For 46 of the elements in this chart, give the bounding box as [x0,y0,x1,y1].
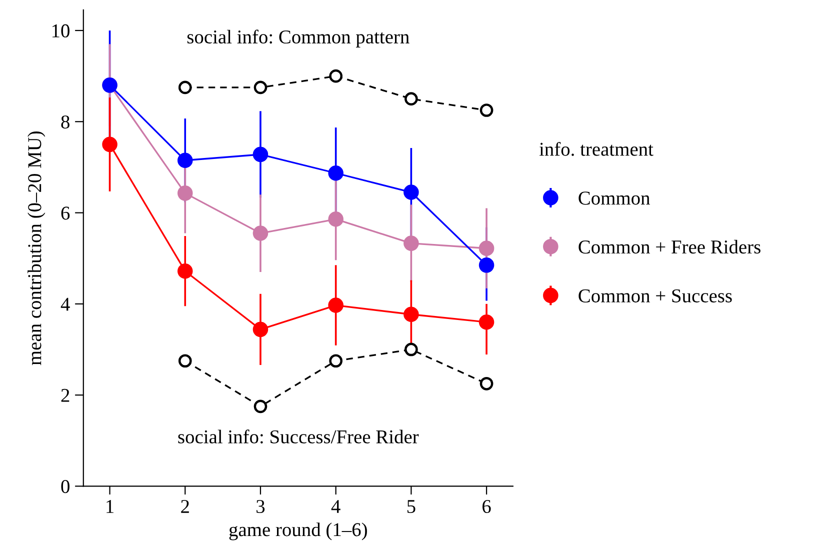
legend-label: Common + Free Riders [578,240,760,254]
point [102,136,118,152]
point [480,376,494,390]
legend-title: info. treatment [539,142,654,156]
point [478,314,494,330]
y-tick-label: 10 [52,24,70,38]
point [404,184,419,200]
point [404,236,419,251]
point [328,298,344,313]
point [254,80,268,94]
point [177,186,193,201]
point [329,354,342,368]
x-axis-title: game round (1–6) [229,522,367,540]
point [404,306,419,322]
y-tick-label: 0 [61,480,70,494]
point [478,258,494,273]
y-tick-label: 6 [61,206,70,220]
y-tick-label: 8 [61,115,70,129]
point [178,80,192,94]
point [252,322,268,338]
x-tick-label: 3 [256,500,265,514]
x-tick-label: 6 [482,500,491,514]
y-axis-title: mean contribution (0–20 MU) [28,131,46,366]
point [178,354,192,368]
x-tick-label: 4 [331,500,340,513]
point [404,342,418,356]
y-tick-label: 2 [61,388,70,402]
legend-label: Common + Success [578,289,732,302]
point [252,146,268,162]
point [478,240,494,256]
point [328,212,344,227]
point [404,92,418,106]
point [329,69,342,83]
annotation: social info: Success/Free Rider [178,430,419,444]
annotation: social info: Common pattern [187,30,410,48]
y-tick-label: 4 [60,298,70,311]
point [328,165,344,181]
x-tick-label: 5 [407,500,416,514]
legend-label: Common [578,192,650,205]
point [177,263,193,279]
point [480,104,494,117]
x-tick-label: 2 [181,500,189,513]
point [252,226,268,241]
point [254,400,268,414]
x-tick-label: 1 [106,500,114,513]
point [177,152,193,168]
